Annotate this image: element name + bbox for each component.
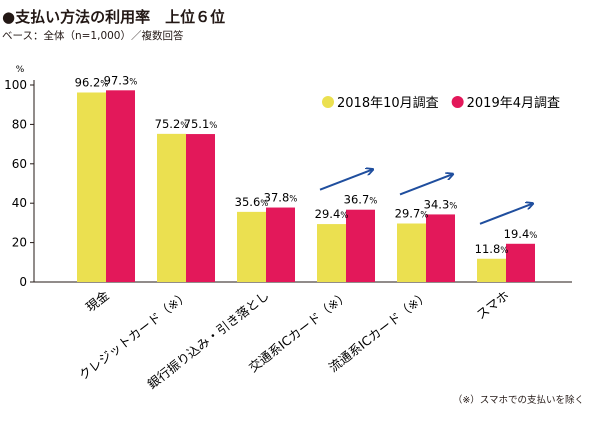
bar-value-label: 75.2% bbox=[155, 117, 189, 131]
y-tick-label: 60 bbox=[12, 157, 27, 171]
bar-series2 bbox=[106, 90, 135, 282]
chart-subtitle: ベース：全体（n=1,000）／複数回答 bbox=[2, 30, 184, 42]
category-label: 現金 bbox=[83, 287, 112, 315]
bar-series1 bbox=[237, 211, 266, 282]
bar-value-label: 75.1% bbox=[184, 117, 218, 131]
bar-value-label: 34.3% bbox=[424, 197, 458, 211]
legend-label: 2019年4月調査 bbox=[467, 96, 560, 111]
bar-series2 bbox=[186, 134, 215, 282]
bar-value-label: 29.7% bbox=[395, 206, 429, 220]
y-tick-label: 0 bbox=[19, 275, 27, 289]
legend-label: 2018年10月調査 bbox=[337, 96, 439, 111]
footnote: （※）スマホでの支払いを除く bbox=[452, 395, 584, 406]
legend-marker bbox=[451, 96, 464, 108]
growth-arrow bbox=[479, 204, 532, 225]
bar-value-label: 96.2% bbox=[75, 75, 109, 89]
bar-series1 bbox=[397, 223, 426, 282]
bar-series1 bbox=[157, 133, 186, 282]
bar-value-label: 11.8% bbox=[475, 242, 509, 256]
bar-value-label: 35.6% bbox=[235, 195, 269, 209]
bar-value-label: 97.3% bbox=[104, 73, 138, 87]
y-tick-label: 100 bbox=[4, 78, 27, 92]
bar-series1 bbox=[317, 224, 346, 282]
legend-marker bbox=[322, 96, 334, 108]
growth-arrow bbox=[319, 170, 372, 191]
bar-value-label: 19.4% bbox=[504, 227, 538, 241]
y-axis-unit: % bbox=[16, 65, 25, 75]
bar-value-label: 29.4% bbox=[315, 207, 349, 221]
y-tick-label: 40 bbox=[12, 196, 27, 210]
y-tick-label: 80 bbox=[12, 117, 27, 131]
bar-series1 bbox=[477, 258, 506, 282]
bar-value-label: 37.8% bbox=[264, 191, 298, 205]
y-tick-label: 20 bbox=[12, 236, 27, 250]
category-label: スマホ bbox=[473, 288, 512, 323]
bar-series2 bbox=[346, 209, 375, 282]
growth-arrow bbox=[399, 174, 452, 196]
bar-value-label: 36.7% bbox=[344, 193, 378, 207]
bar-series2 bbox=[506, 243, 535, 282]
bar-series1 bbox=[77, 92, 106, 283]
bar-series2 bbox=[266, 207, 295, 282]
chart-title: ●支払い方法の利用率 上位６位 bbox=[2, 8, 226, 26]
bar-series2 bbox=[426, 214, 455, 282]
